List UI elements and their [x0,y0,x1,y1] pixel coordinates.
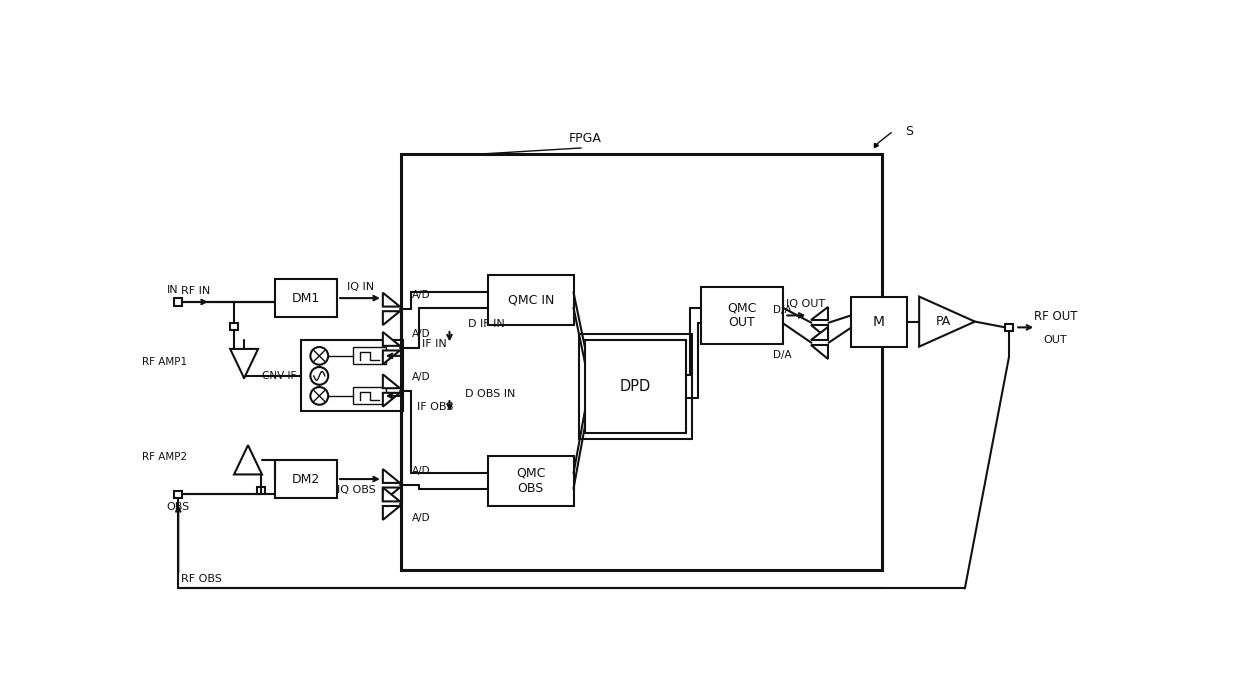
Bar [702,287,782,344]
Polygon shape [383,332,399,346]
Bar [258,486,265,494]
Text: DM2: DM2 [291,473,320,486]
Polygon shape [383,374,399,388]
Text: A/D: A/D [412,466,430,476]
Bar [402,154,882,570]
Polygon shape [383,506,399,520]
Polygon shape [811,325,828,339]
Bar [175,298,182,306]
Text: QMC IN: QMC IN [507,294,554,307]
Text: A/D: A/D [412,290,430,300]
Text: D OBS IN: D OBS IN [465,389,515,399]
Text: RF AMP1: RF AMP1 [143,357,187,367]
Text: OUT: OUT [1044,335,1068,345]
Text: IQ OUT: IQ OUT [786,299,826,309]
Polygon shape [383,487,399,501]
Text: DPD: DPD [620,379,651,394]
Bar [275,279,337,317]
Bar [353,387,386,405]
Bar [489,275,573,325]
Text: DM1: DM1 [291,291,320,305]
Text: PA: PA [935,315,951,328]
Polygon shape [811,345,828,359]
Text: M: M [873,314,885,328]
Text: CNV IF: CNV IF [263,371,296,381]
Text: RF AMP2: RF AMP2 [143,452,187,462]
Polygon shape [811,327,828,341]
Bar [300,341,403,412]
Polygon shape [383,393,399,407]
Text: S: S [905,124,913,137]
Text: D IF IN: D IF IN [469,319,505,328]
Bar [851,296,906,346]
Bar [231,323,238,330]
Text: QMC
OBS: QMC OBS [516,467,546,495]
Text: A/D: A/D [412,372,430,382]
Text: RF OBS: RF OBS [181,574,222,584]
Text: A/D: A/D [412,329,430,339]
Polygon shape [231,349,258,378]
Text: IQ IN: IQ IN [347,282,374,291]
Text: QMC
OUT: QMC OUT [728,301,756,330]
Polygon shape [383,469,399,483]
Text: OBS: OBS [166,502,190,511]
Bar [585,341,686,433]
Bar [275,460,337,498]
Bar [175,491,182,498]
Bar [1006,323,1013,331]
Text: FPGA: FPGA [569,133,601,145]
Polygon shape [383,311,399,325]
Text: RF OUT: RF OUT [1034,310,1078,323]
Polygon shape [383,350,399,364]
Text: IF OBS: IF OBS [418,402,454,412]
Bar [489,456,573,506]
Bar [353,348,386,364]
Polygon shape [234,445,262,475]
Text: IF IN: IF IN [422,339,446,349]
Polygon shape [383,293,399,307]
Polygon shape [919,296,975,346]
Text: IQ OBS: IQ OBS [337,485,376,495]
Polygon shape [811,307,828,321]
Text: IN: IN [166,285,179,296]
Text: D/A: D/A [774,350,792,360]
Text: A/D: A/D [412,513,430,523]
Text: D/A: D/A [774,305,792,316]
Polygon shape [383,487,399,501]
Text: RF IN: RF IN [181,286,210,296]
